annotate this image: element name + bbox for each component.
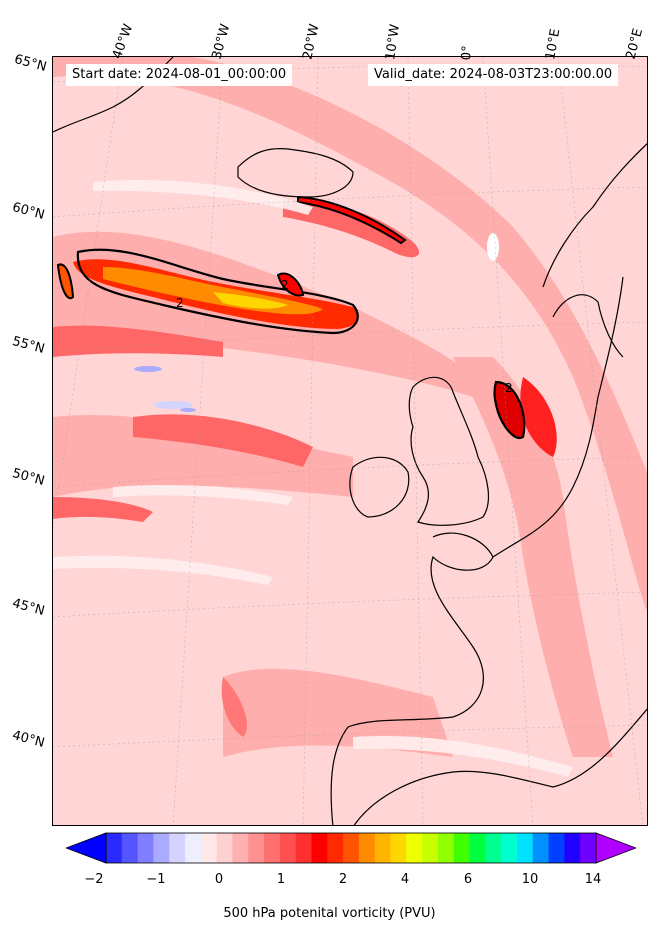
colorbar-segment bbox=[248, 833, 265, 863]
colorbar-segment bbox=[422, 833, 439, 863]
colorbar-segment bbox=[548, 833, 565, 863]
coastline-europe-west bbox=[330, 532, 494, 825]
coastline-scandinavia bbox=[542, 143, 647, 358]
colorbar-segment bbox=[485, 833, 502, 863]
colorbar-segment bbox=[169, 833, 186, 863]
colorbar-tick-label: 2 bbox=[338, 872, 348, 887]
lat-label: 55°N bbox=[10, 334, 47, 357]
coastline-britain bbox=[408, 376, 489, 526]
colorbar-segment bbox=[516, 833, 534, 863]
contour-label: 2 bbox=[176, 296, 184, 310]
colorbar-tick-label: 10 bbox=[521, 872, 539, 887]
colorbar-tick-label: 0 bbox=[214, 872, 224, 887]
colorbar-segment bbox=[390, 833, 407, 863]
pv-core-streamer bbox=[56, 195, 526, 440]
colorbar-segment bbox=[564, 833, 581, 863]
lon-label: 0° bbox=[459, 44, 476, 61]
start-date-label: Start date: 2024-08-01_00:00:00 bbox=[66, 64, 293, 86]
contour-label: 2 bbox=[505, 381, 513, 395]
coastline-ireland bbox=[349, 456, 410, 518]
colorbar-segment bbox=[279, 833, 297, 863]
map-panel: 2 2 2 bbox=[52, 56, 648, 826]
colorbar-segment bbox=[232, 833, 249, 863]
pv-low-streaks bbox=[53, 179, 573, 777]
colorbar-segment bbox=[374, 833, 392, 863]
pv-negative-blobs bbox=[134, 233, 499, 412]
colorbar-segment bbox=[185, 833, 202, 863]
colorbar-segment bbox=[200, 833, 218, 863]
colorbar-segment bbox=[358, 833, 376, 863]
colorbar-segment bbox=[153, 833, 170, 863]
lat-label: 60°N bbox=[10, 200, 47, 223]
colorbar-segment bbox=[264, 833, 281, 863]
pv-field-map: 2 2 2 bbox=[53, 57, 647, 825]
colorbar-tick-label: 4 bbox=[400, 872, 410, 887]
coastline-europe-north bbox=[492, 276, 624, 558]
colorbar-segment bbox=[532, 833, 550, 863]
contour-label: 2 bbox=[281, 278, 289, 292]
coastline-africa bbox=[353, 708, 647, 825]
colorbar-segment bbox=[343, 833, 360, 863]
pv-strong-streamers bbox=[53, 201, 557, 737]
colorbar-tick-label: 6 bbox=[463, 872, 473, 887]
colorbar-segment bbox=[406, 833, 423, 863]
lat-label: 40°N bbox=[10, 728, 47, 751]
colorbar-tick-label: −1 bbox=[146, 872, 166, 887]
colorbar-segment bbox=[295, 833, 312, 863]
colorbar-segment bbox=[327, 833, 344, 863]
colorbar bbox=[66, 832, 636, 864]
colorbar-segment bbox=[469, 833, 486, 863]
colorbar-segment bbox=[311, 833, 328, 863]
valid-date-label: Valid_date: 2024-08-03T23:00:00.00 bbox=[368, 64, 619, 86]
colorbar-outline bbox=[105, 832, 597, 864]
colorbar-segment bbox=[106, 833, 123, 863]
colorbar-tick-label: 1 bbox=[276, 872, 286, 887]
colorbar-segment bbox=[437, 833, 455, 863]
colorbar-tick-label: 14 bbox=[584, 872, 602, 887]
colorbar-tick-label: −2 bbox=[84, 872, 104, 887]
colorbar-segments bbox=[106, 833, 597, 863]
colorbar-segment bbox=[501, 833, 518, 863]
colorbar-segment bbox=[453, 833, 471, 863]
colorbar-segment bbox=[121, 833, 139, 863]
lat-label: 45°N bbox=[10, 596, 47, 619]
coastline-iceland bbox=[237, 147, 354, 198]
graticule bbox=[53, 57, 647, 825]
colorbar-segment bbox=[216, 833, 233, 863]
lat-label: 50°N bbox=[10, 466, 47, 489]
colorbar-arrow-low bbox=[66, 832, 107, 864]
colorbar-arrow-high bbox=[595, 832, 636, 864]
colorbar-title: 500 hPa potenital vorticity (PVU) bbox=[223, 906, 436, 921]
colorbar-segment bbox=[137, 833, 154, 863]
lat-label: 65°N bbox=[12, 52, 49, 75]
colorbar-segment bbox=[580, 833, 597, 863]
